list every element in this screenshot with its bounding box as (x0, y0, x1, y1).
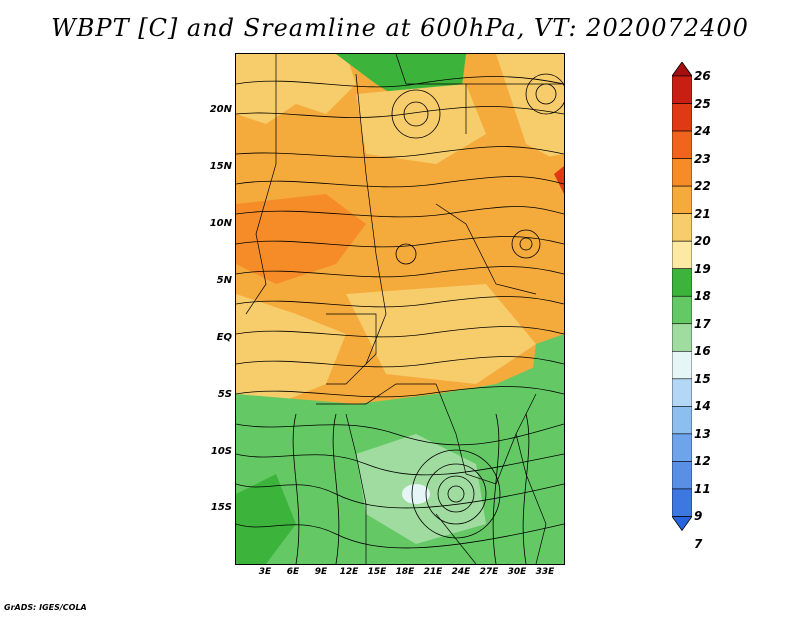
cool-core (402, 484, 430, 504)
colorbar-label: 26 (694, 69, 711, 83)
vortices (391, 73, 564, 539)
colorbar-swatch (672, 213, 692, 242)
colorbar-swatch (672, 75, 692, 104)
lon-label: 15E (367, 567, 387, 577)
colorbar-label: 23 (694, 151, 711, 166)
colorbar-label: 24 (694, 124, 711, 139)
colorbar-label: 9 (694, 509, 703, 524)
colorbar-swatch (672, 158, 692, 187)
colorbar-label: 22 (694, 179, 711, 194)
colorbar-swatch (672, 350, 692, 380)
green-region-sw (236, 474, 296, 564)
colorbar-label: 14 (694, 399, 711, 414)
colorbar-label: 15 (694, 371, 711, 386)
cool-region-se (526, 334, 564, 424)
colorbar-swatch (672, 185, 692, 214)
map-panel (235, 53, 565, 565)
colorbar-swatch (672, 323, 692, 352)
colorbar-label: 18 (694, 289, 711, 304)
colorbar-swatch (672, 461, 692, 490)
warm-region-center (346, 284, 536, 384)
colorbar-label: 13 (694, 426, 711, 441)
warm-region-north (356, 84, 486, 164)
colorbar-label: 20 (694, 234, 711, 249)
lat-label: 20N (209, 104, 232, 115)
grads-credit: GrADS: IGES/COLA (4, 603, 87, 612)
warm-region-sw (236, 294, 346, 404)
lat-label: 15N (209, 161, 232, 172)
lon-label: 24E (451, 567, 471, 577)
lon-label: 18E (395, 567, 415, 577)
colorbar-swatch (672, 433, 692, 462)
lat-label: 15S (210, 502, 232, 513)
colorbar-swatch (672, 268, 692, 297)
lat-label: EQ (216, 332, 232, 343)
colorbar-label: 12 (694, 454, 711, 469)
lat-label: 5N (216, 275, 232, 286)
colorbar-swatch (672, 378, 692, 407)
streamlines (236, 76, 564, 564)
colorbar-swatch (672, 240, 692, 270)
colorbar-swatch (672, 103, 692, 132)
colorbar-label: 7 (694, 537, 703, 551)
country-borders (245, 54, 564, 564)
colorbar-swatch (672, 406, 692, 435)
colorbar-label: 11 (694, 481, 711, 496)
map-title: WBPT [C] and Sreamline at 600hPa, VT: 20… (51, 14, 749, 42)
lat-label: 5S (217, 389, 232, 400)
lon-label: 12E (339, 567, 359, 577)
colorbar-label: 21 (694, 206, 711, 221)
colorbar (672, 62, 692, 532)
lon-label: 27E (479, 567, 499, 577)
colorbar-swatch (672, 130, 692, 159)
lon-label: 33E (535, 567, 555, 577)
lon-label: 21E (423, 567, 443, 577)
lon-label: 3E (258, 567, 272, 577)
colorbar-label: 19 (694, 261, 711, 276)
hot-region-west (236, 194, 366, 284)
lon-label: 9E (314, 567, 328, 577)
lat-label: 10S (210, 446, 232, 457)
lon-label: 30E (507, 567, 527, 577)
colorbar-bottom-arrow (672, 516, 692, 532)
colorbar-swatch (672, 295, 692, 325)
lon-label: 6E (286, 567, 300, 577)
hot-spot-east (554, 166, 564, 194)
lat-label: 10N (209, 218, 232, 229)
colorbar-top-arrow (672, 62, 692, 77)
colorbar-swatch (672, 488, 692, 517)
map-canvas (236, 54, 564, 564)
colorbar-label: 17 (694, 316, 711, 331)
colorbar-label: 25 (694, 96, 711, 111)
warm-region-nw (236, 54, 356, 124)
colorbar-label: 16 (694, 344, 711, 359)
